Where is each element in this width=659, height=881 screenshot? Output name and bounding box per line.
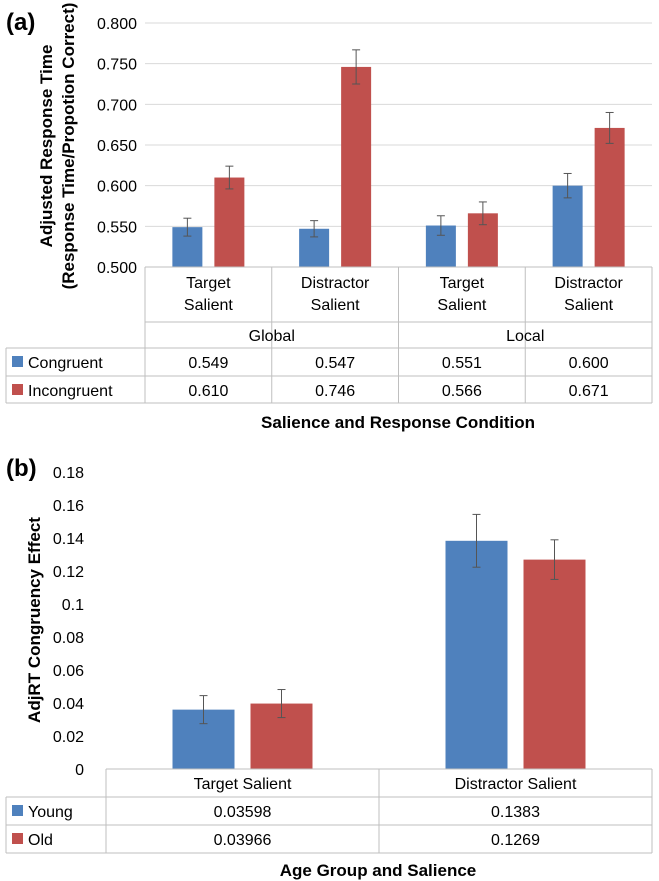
y-tick-label: 0.800 [97,16,137,33]
y-tick-label: 0.16 [53,498,84,515]
category-label: Salient [311,297,360,314]
y-tick-label: 0.12 [53,564,84,581]
category-label: Target Salient [194,776,292,793]
panel-b-chart: (b) 0 0.02 0.04 0.06 0.08 0.1 0.12 0.14 0.16 0.18 A… [5,455,653,880]
group-label: Global [249,328,295,345]
bar-old-1 [523,559,586,769]
legend-swatch-incongruent [12,384,23,395]
y-axis-label-line1: Adjusted Response Time [37,45,56,248]
x-axis-label: Age Group and Salience [280,861,477,880]
bar-congruent-3 [552,185,583,267]
category-label: Salient [184,297,233,314]
y-tick-label: 0.14 [53,531,84,548]
data-value: 0.03966 [214,832,272,849]
bar-incongruent-1 [341,66,372,267]
data-value: 0.746 [315,383,355,400]
y-tick-label: 0.18 [53,465,84,482]
y-tick-label: 0.1 [62,597,84,614]
y-tick-label: 0.500 [97,260,137,277]
data-value: 0.671 [569,383,609,400]
data-value: 0.1269 [491,832,540,849]
legend-label: Young [28,804,73,821]
bar-young-1 [445,540,508,769]
data-value: 0.1383 [491,804,540,821]
y-axis-label: AdjRT Congruency Effect [25,517,44,723]
y-tick-label: 0.06 [53,663,84,680]
category-label: Distractor [554,275,623,292]
panel-label-a: (a) [6,9,35,36]
panel-label-b: (b) [6,455,37,482]
y-tick-label: 0.700 [97,97,137,114]
x-axis-label: Salience and Response Condition [261,413,535,432]
category-label: Salient [437,297,486,314]
data-value: 0.566 [442,383,482,400]
category-label: Salient [564,297,613,314]
y-tick-label: 0.02 [53,729,84,746]
legend-label: Congruent [28,355,103,372]
bar-incongruent-3 [594,127,625,267]
data-value: 0.549 [188,355,228,372]
data-value: 0.600 [569,355,609,372]
legend-label: Incongruent [28,383,113,400]
data-value: 0.610 [188,383,228,400]
legend-label: Old [28,832,53,849]
legend-swatch-old [12,833,23,844]
panel-a-chart: (a) 0.500 0.550 0.600 0.650 0.700 0.750 0.800 Ad… [5,3,653,432]
y-tick-label: 0.08 [53,630,84,647]
data-value: 0.03598 [214,804,272,821]
y-tick-label: 0.600 [97,179,137,196]
category-label: Target [440,275,485,292]
y-tick-label: 0 [75,762,84,779]
data-value: 0.551 [442,355,482,372]
category-label: Distractor [301,275,370,292]
bar-incongruent-0 [214,177,245,267]
legend-swatch-young [12,805,23,816]
y-tick-label: 0.04 [53,696,84,713]
y-tick-label: 0.750 [97,57,137,74]
legend-swatch-congruent [12,356,23,367]
data-value: 0.547 [315,355,355,372]
y-axis-label-line2: (Response Time/Propotion Correct) [59,3,78,290]
category-label: Target [186,275,231,292]
category-label: Distractor Salient [455,776,577,793]
y-tick-label: 0.550 [97,219,137,236]
y-tick-label: 0.650 [97,138,137,155]
group-label: Local [506,328,544,345]
